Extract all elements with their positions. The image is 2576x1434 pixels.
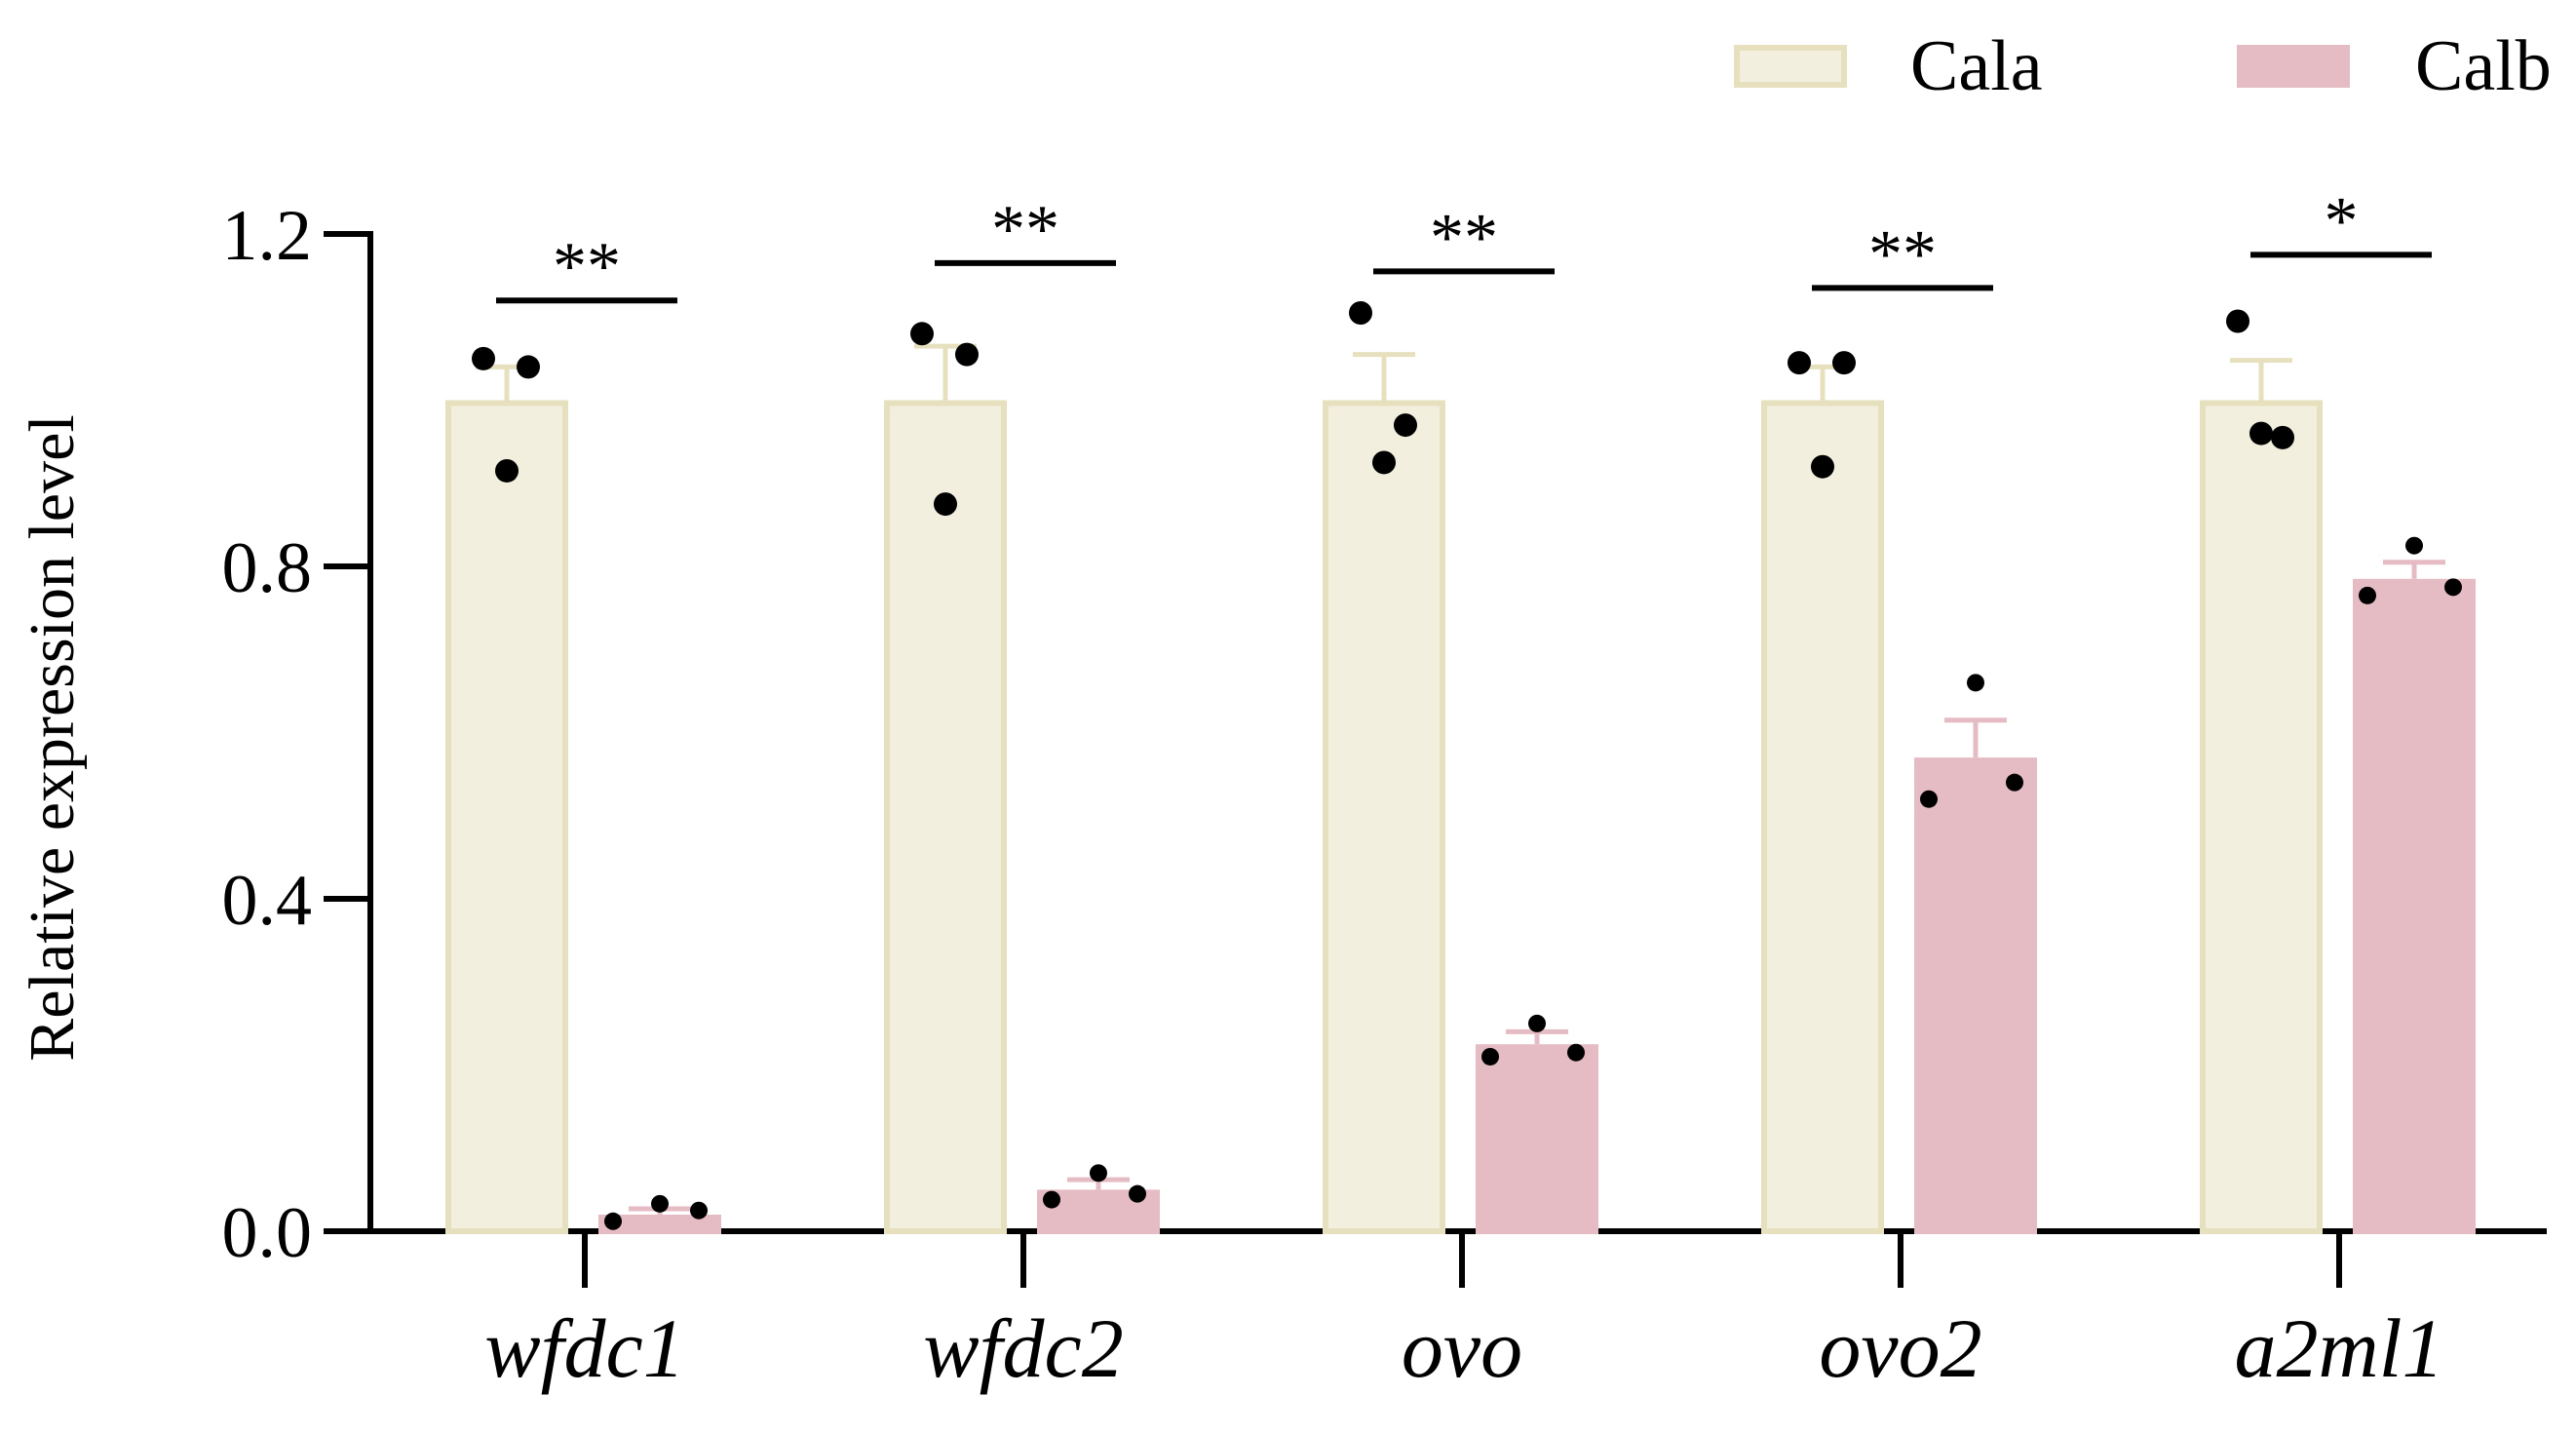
data-point: [1349, 300, 1372, 325]
legend-label-calb: Calb: [2415, 26, 2552, 106]
y-tick-label: 0.8: [222, 528, 313, 608]
bars: [445, 400, 2476, 1234]
data-point: [1043, 1190, 1060, 1209]
data-point: [472, 346, 495, 370]
x-axis: wfdc1 wfdc2 ovo ovo2 a2ml1: [367, 1228, 2547, 1395]
x-tick-label: ovo: [1402, 1301, 1522, 1395]
data-points: [472, 300, 2462, 1230]
data-point: [690, 1201, 708, 1220]
legend: Cala Calb: [1734, 26, 2552, 106]
x-tick-label: wfdc1: [484, 1301, 684, 1395]
data-point: [934, 492, 957, 517]
data-point: [1788, 351, 1811, 375]
bar-calb: [2353, 578, 2476, 1234]
x-tick-label: wfdc2: [923, 1301, 1123, 1395]
y-tick-label: 1.2: [222, 196, 313, 276]
x-tick-label: a2ml1: [2235, 1301, 2444, 1395]
data-point: [1090, 1164, 1107, 1182]
data-point: [1967, 674, 1984, 692]
y-axis-label: Relative expression level: [17, 414, 88, 1061]
data-point: [1811, 454, 1834, 479]
data-point: [1832, 351, 1856, 375]
data-point: [604, 1212, 622, 1230]
bar-cala: [1761, 400, 1884, 1234]
bar-calb: [1914, 757, 2037, 1234]
bar-cala: [445, 400, 568, 1234]
significance-label: **: [553, 229, 621, 304]
legend-swatch-calb: [2237, 45, 2350, 88]
significance-label: **: [991, 192, 1059, 267]
bar-cala: [884, 400, 1007, 1234]
data-point: [2405, 536, 2423, 555]
bar-calb: [598, 1214, 721, 1234]
data-point: [1129, 1184, 1146, 1203]
data-point: [2249, 421, 2273, 446]
data-point: [651, 1194, 669, 1213]
data-point: [495, 458, 519, 483]
y-tick-label: 0.0: [222, 1193, 313, 1273]
data-point: [1920, 790, 1938, 808]
data-point: [2226, 309, 2249, 333]
data-point: [1372, 450, 1396, 475]
data-point: [2444, 578, 2462, 597]
data-point: [1567, 1043, 1585, 1062]
data-point: [2359, 586, 2376, 604]
y-tick-label: 0.4: [222, 861, 313, 941]
error-bars: [476, 343, 2445, 1215]
significance-label: *: [2325, 183, 2359, 258]
legend-swatch-cala: [1734, 45, 1847, 88]
bar-cala: [2200, 400, 2323, 1234]
data-point: [1528, 1014, 1546, 1032]
legend-label-cala: Cala: [1910, 26, 2043, 106]
data-point: [2006, 773, 2023, 792]
x-tick-label: ovo2: [1819, 1301, 1981, 1395]
data-point: [2271, 425, 2294, 449]
data-point: [910, 322, 934, 346]
data-point: [1481, 1047, 1499, 1066]
data-point: [517, 355, 540, 379]
significance-label: **: [1430, 200, 1498, 275]
bar-calb: [1476, 1044, 1598, 1234]
significance-label: **: [1868, 216, 1937, 291]
y-axis: 0.0 0.4 0.8 1.2: [222, 196, 373, 1273]
data-point: [955, 342, 979, 367]
bar-cala: [1323, 400, 1445, 1234]
data-point: [1394, 413, 1417, 438]
significance-marks: ** ** ** ** *: [496, 183, 2432, 304]
